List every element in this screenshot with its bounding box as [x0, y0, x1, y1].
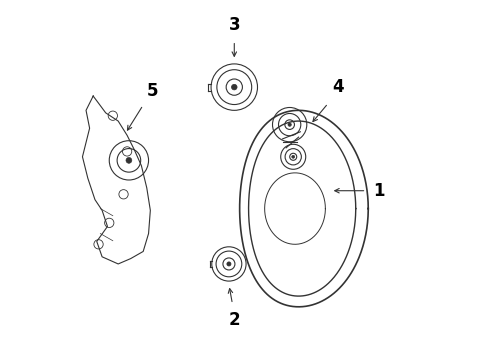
Circle shape	[126, 157, 132, 163]
Text: 4: 4	[332, 78, 343, 96]
Circle shape	[288, 123, 292, 126]
Text: 1: 1	[373, 182, 385, 200]
Text: 2: 2	[228, 311, 240, 329]
Text: 5: 5	[147, 82, 158, 100]
Text: 3: 3	[228, 15, 240, 33]
Circle shape	[227, 262, 231, 266]
Circle shape	[292, 155, 294, 158]
Circle shape	[231, 84, 237, 90]
